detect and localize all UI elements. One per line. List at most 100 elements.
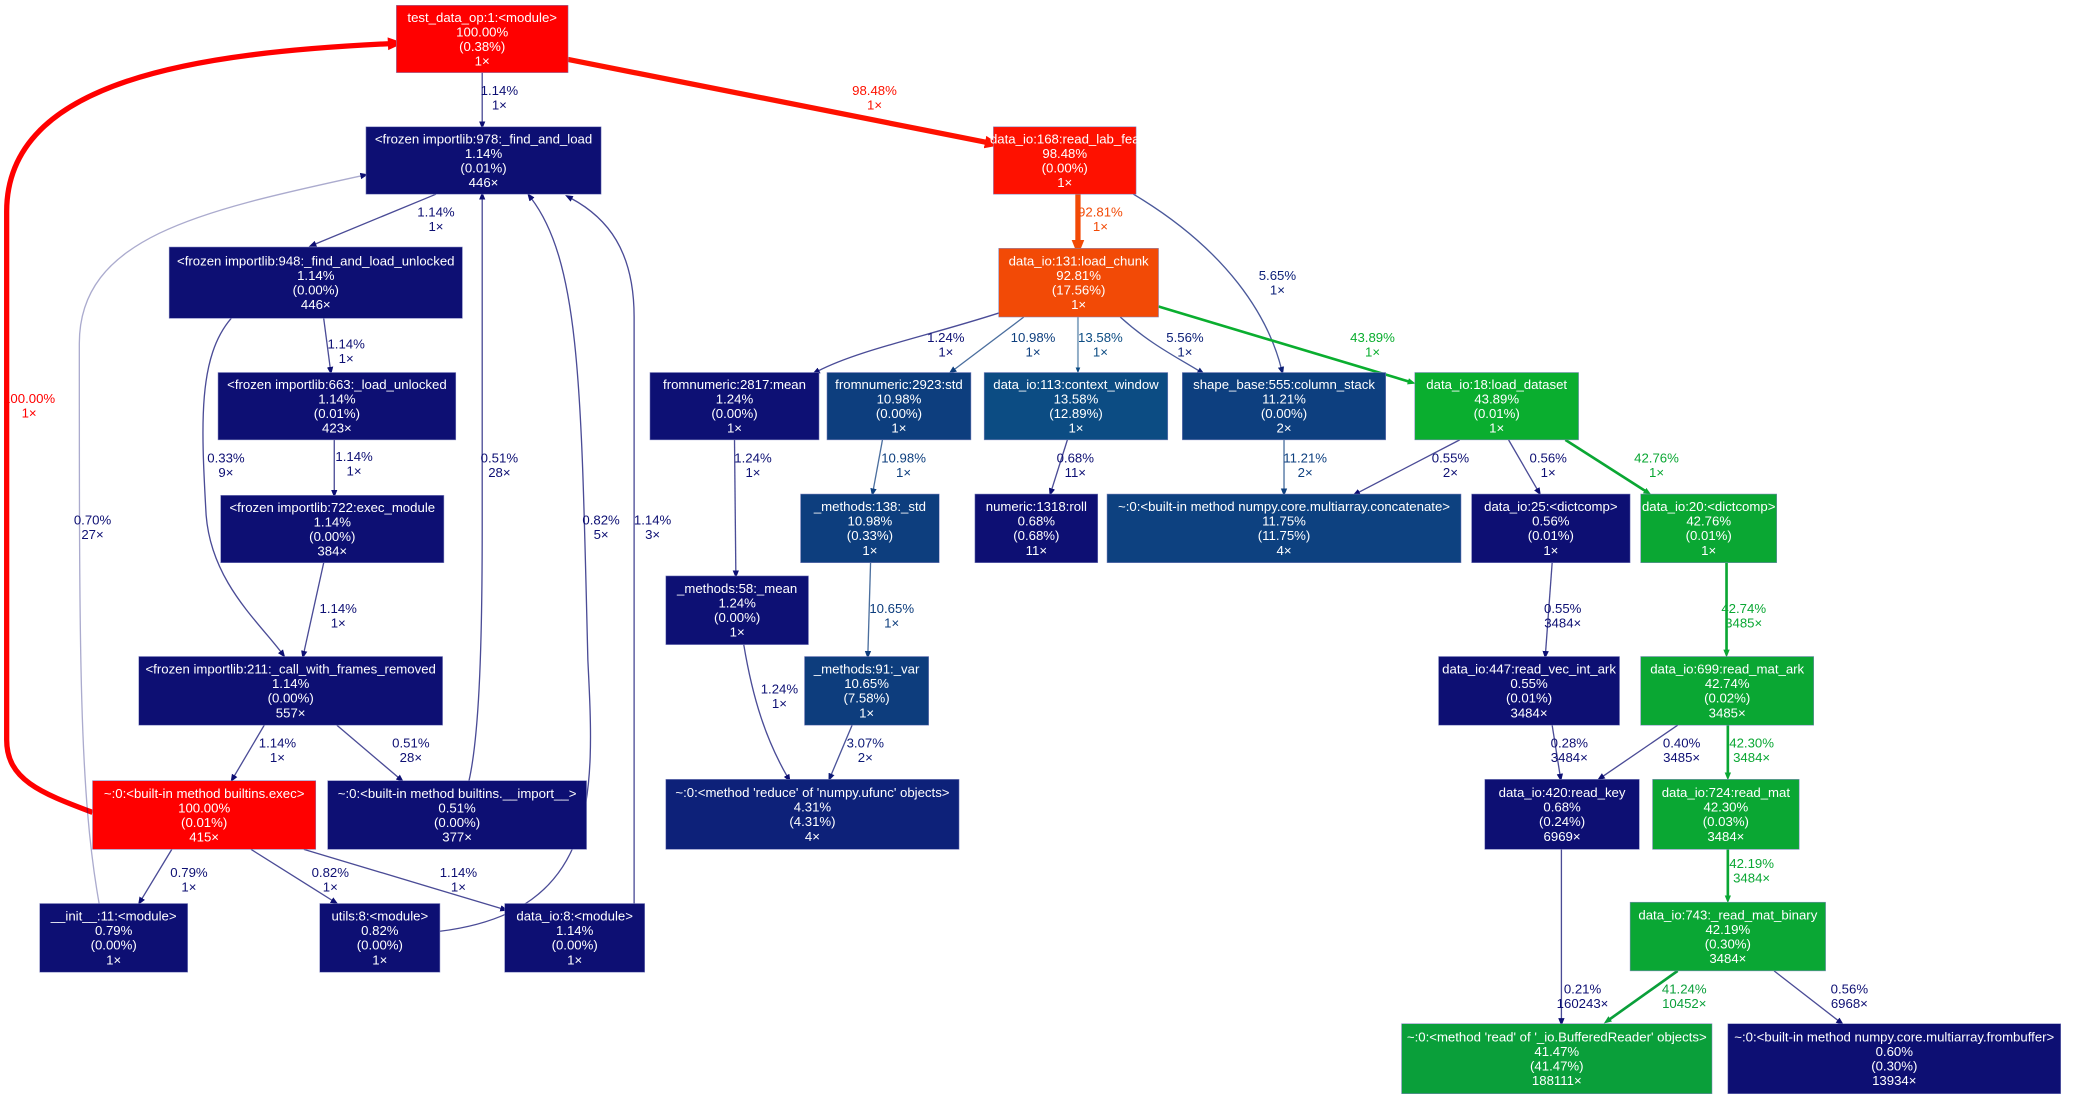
- edge-label-calls: 2×: [858, 750, 873, 765]
- function-node[interactable]: data_io:25:<dictcomp>0.56%(0.01%)1×: [1471, 493, 1631, 563]
- node-label: numeric:1318:roll: [986, 499, 1087, 514]
- node-label: ~:0:<built-in method numpy.core.multiarr…: [1118, 499, 1450, 514]
- node-self: (0.01%): [1686, 528, 1732, 543]
- node-total: 0.55%: [1510, 676, 1548, 691]
- function-node[interactable]: __init__:11:<module>0.79%(0.00%)1×: [39, 903, 188, 973]
- edge-label-pct: 100.00%: [3, 391, 55, 406]
- function-node[interactable]: <frozen importlib:722:exec_module1.14%(0…: [220, 495, 445, 563]
- edge-label-calls: 3485×: [1725, 615, 1762, 630]
- edge-label-calls: 1×: [1093, 345, 1108, 360]
- node-self: (0.01%): [181, 815, 227, 830]
- function-node[interactable]: <frozen importlib:211:_call_with_frames_…: [138, 656, 443, 726]
- edge-label-calls: 1×: [323, 880, 338, 895]
- edge-label-pct: 1.24%: [927, 330, 965, 345]
- edge-label-pct: 1.14%: [481, 83, 519, 98]
- edge-label-pct: 0.70%: [74, 512, 112, 527]
- function-node[interactable]: ~:0:<built-in method builtins.__import__…: [327, 780, 587, 850]
- edge-label-pct: 0.82%: [312, 865, 350, 880]
- function-node[interactable]: test_data_op:1:<module>100.00%(0.38%)1×: [396, 5, 569, 73]
- function-node[interactable]: ~:0:<method 'read' of '_io.BufferedReade…: [1401, 1023, 1713, 1094]
- node-calls: 446×: [469, 175, 499, 190]
- edge-label-pct: 10.98%: [881, 450, 926, 465]
- node-label: data_io:168:read_lab_fea: [990, 131, 1140, 146]
- node-calls: 3484×: [1709, 951, 1746, 966]
- function-node[interactable]: data_io:113:context_window13.58%(12.89%)…: [983, 372, 1169, 441]
- node-box: [504, 903, 645, 973]
- node-calls: 1×: [1057, 175, 1072, 190]
- function-node[interactable]: data_io:699:read_mat_ark42.74%(0.02%)348…: [1640, 656, 1814, 726]
- node-label: data_io:699:read_mat_ark: [1650, 662, 1804, 677]
- call-edge-n13-n14: [812, 312, 999, 375]
- function-node[interactable]: utils:8:<module>0.82%(0.00%)1×: [319, 903, 441, 973]
- node-self: (0.33%): [847, 528, 893, 543]
- edge-label-calls: 27×: [81, 527, 103, 542]
- node-label: data_io:420:read_key: [1499, 785, 1626, 800]
- function-node[interactable]: <frozen importlib:978:_find_and_load1.14…: [365, 126, 602, 195]
- node-box: [1414, 372, 1579, 441]
- call-edge-n9-n2: [78, 172, 369, 904]
- node-calls: 1×: [1543, 543, 1558, 558]
- edge-label-calls: 1×: [772, 696, 787, 711]
- function-node[interactable]: <frozen importlib:663:_load_unlocked1.14…: [217, 372, 457, 441]
- node-self: (0.01%): [314, 406, 360, 421]
- function-node[interactable]: ~:0:<built-in method builtins.exec>100.0…: [92, 780, 317, 850]
- node-total: 41.47%: [1534, 1044, 1579, 1059]
- node-self: (0.02%): [1704, 691, 1750, 706]
- edge-label-calls: 1×: [867, 98, 882, 113]
- node-label: data_io:25:<dictcomp>: [1484, 499, 1618, 514]
- node-label: ~:0:<method 'reduce' of 'numpy.ufunc' ob…: [675, 785, 949, 800]
- node-self: (0.00%): [268, 691, 314, 706]
- function-node[interactable]: data_io:447:read_vec_int_ark0.55%(0.01%)…: [1438, 656, 1620, 726]
- call-edge-n2-n3: [308, 193, 437, 247]
- node-label: <frozen importlib:211:_call_with_frames_…: [145, 662, 435, 677]
- node-self: (4.31%): [789, 814, 835, 829]
- node-label: data_io:743:_read_mat_binary: [1638, 907, 1817, 922]
- edge-label-pct: 0.56%: [1831, 981, 1869, 996]
- function-node[interactable]: data_io:20:<dictcomp>42.76%(0.01%)1×: [1640, 493, 1777, 563]
- node-calls: 1×: [567, 952, 582, 967]
- node-calls: 4×: [805, 829, 820, 844]
- edge-label-pct: 1.24%: [761, 681, 799, 696]
- node-label: data_io:724:read_mat: [1662, 785, 1791, 800]
- edge-label-calls: 1×: [339, 351, 354, 366]
- node-total: 42.74%: [1705, 676, 1750, 691]
- function-node[interactable]: ~:0:<built-in method numpy.core.multiarr…: [1727, 1023, 2061, 1094]
- function-node[interactable]: ~:0:<built-in method numpy.core.multiarr…: [1106, 493, 1462, 563]
- edge-label-pct: 0.51%: [392, 736, 430, 751]
- call-edge-n12-n17: [1133, 193, 1285, 375]
- node-label: ~:0:<method 'read' of '_io.BufferedReade…: [1407, 1030, 1707, 1045]
- node-calls: 3485×: [1709, 705, 1746, 720]
- edge-label-calls: 10452×: [1662, 996, 1706, 1011]
- edge-label-calls: 1×: [270, 750, 285, 765]
- node-box: [800, 493, 940, 563]
- function-node[interactable]: data_io:743:_read_mat_binary42.19%(0.30%…: [1629, 901, 1826, 972]
- node-box: [665, 779, 960, 850]
- function-node[interactable]: shape_base:555:column_stack11.21%(0.00%)…: [1182, 372, 1386, 441]
- edge-label-calls: 2×: [1298, 465, 1313, 480]
- edge-label-pct: 1.14%: [320, 601, 358, 616]
- node-box: [665, 575, 809, 645]
- call-edge-n16-n20: [1048, 439, 1069, 497]
- edge-label-calls: 6968×: [1831, 996, 1868, 1011]
- edge-label-calls: 1×: [1365, 345, 1380, 360]
- node-label: fromnumeric:2923:std: [835, 377, 963, 392]
- node-box: [1182, 372, 1386, 441]
- function-node[interactable]: ~:0:<method 'reduce' of 'numpy.ufunc' ob…: [665, 779, 960, 850]
- function-node[interactable]: <frozen importlib:948:_find_and_load_unl…: [168, 246, 463, 319]
- function-node[interactable]: data_io:8:<module>1.14%(0.00%)1×: [504, 903, 645, 973]
- node-total: 0.82%: [361, 923, 399, 938]
- node-self: (17.56%): [1052, 283, 1106, 298]
- call-edge-n18-n22: [1508, 439, 1541, 496]
